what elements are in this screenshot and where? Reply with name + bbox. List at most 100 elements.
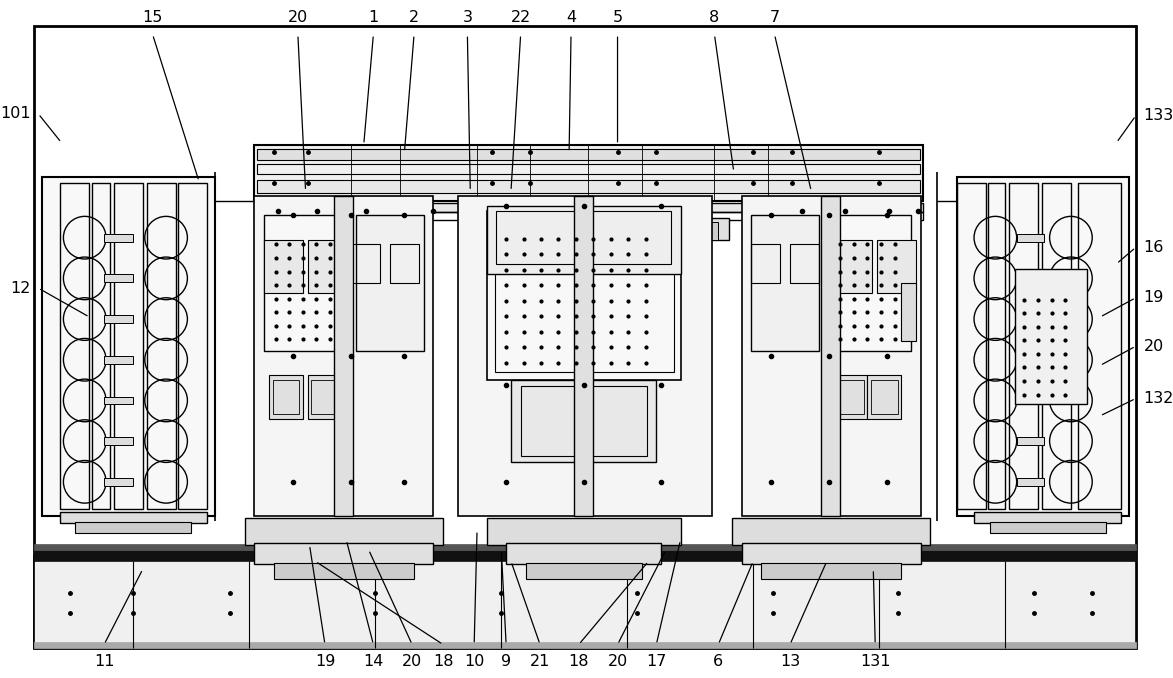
Text: 132: 132 (1144, 391, 1173, 406)
Text: 10: 10 (465, 654, 484, 669)
Text: 20: 20 (402, 654, 422, 669)
Bar (255, 196, 434, 516)
Text: 131: 131 (860, 654, 890, 669)
Bar (477, 218, 564, 239)
Text: 9: 9 (501, 654, 511, 669)
Bar (34, 550, 1135, 561)
Bar (332, 238, 350, 279)
Bar (361, 222, 374, 239)
Bar (506, 543, 662, 564)
Bar (957, 177, 1130, 516)
Bar (789, 245, 819, 283)
Bar (255, 144, 923, 201)
Text: 13: 13 (780, 654, 800, 669)
Text: 18: 18 (433, 654, 454, 669)
Bar (298, 218, 385, 239)
Bar (341, 222, 355, 239)
Bar (323, 222, 335, 239)
Bar (93, 184, 110, 509)
Bar (974, 512, 1121, 523)
Bar (42, 177, 215, 516)
Bar (34, 641, 1135, 648)
Bar (351, 245, 380, 283)
Bar (990, 521, 1106, 533)
Bar (307, 375, 341, 419)
Text: 15: 15 (142, 9, 163, 24)
Bar (521, 222, 534, 239)
Bar (333, 196, 353, 516)
Bar (104, 478, 134, 485)
Text: 14: 14 (364, 654, 384, 669)
Bar (273, 563, 414, 579)
Text: 17: 17 (646, 654, 666, 669)
Text: 7: 7 (769, 9, 780, 24)
Bar (355, 216, 423, 351)
Bar (741, 543, 921, 564)
Bar (834, 375, 868, 419)
Text: 3: 3 (462, 9, 473, 24)
Bar (1017, 478, 1044, 485)
Bar (34, 544, 1135, 550)
Bar (521, 386, 646, 456)
Bar (868, 375, 901, 419)
Bar (457, 196, 712, 516)
Bar (487, 211, 680, 380)
Bar (646, 222, 660, 239)
Bar (255, 203, 923, 212)
Bar (244, 517, 443, 544)
Bar (705, 222, 718, 239)
Bar (685, 222, 699, 239)
Text: 16: 16 (1144, 240, 1164, 255)
Bar (574, 196, 594, 516)
Text: 6: 6 (713, 654, 724, 669)
Bar (269, 375, 303, 419)
Text: 20: 20 (287, 9, 308, 24)
Bar (988, 184, 1005, 509)
Bar (1017, 234, 1044, 241)
Bar (104, 356, 134, 363)
Bar (751, 245, 780, 283)
Bar (642, 218, 728, 239)
Bar (1015, 268, 1087, 404)
Bar (834, 239, 873, 293)
Bar (257, 180, 920, 193)
Bar (666, 222, 679, 239)
Bar (821, 196, 840, 516)
Bar (761, 563, 901, 579)
Bar (872, 380, 897, 414)
Text: 20: 20 (1144, 339, 1164, 354)
Text: 8: 8 (710, 9, 719, 24)
Text: 22: 22 (510, 9, 531, 24)
Bar (147, 184, 176, 509)
Text: 21: 21 (530, 654, 550, 669)
Bar (272, 380, 299, 414)
Text: 19: 19 (1144, 290, 1164, 305)
Bar (60, 512, 206, 523)
Bar (178, 184, 206, 509)
Text: 19: 19 (314, 654, 335, 669)
Bar (264, 216, 346, 351)
Text: 12: 12 (11, 281, 30, 296)
Bar (307, 239, 346, 293)
Text: 18: 18 (569, 654, 589, 669)
Bar (957, 184, 985, 509)
Bar (829, 216, 911, 351)
Bar (303, 222, 317, 239)
Bar (511, 238, 528, 279)
Bar (114, 184, 143, 509)
Bar (257, 148, 920, 160)
Text: 4: 4 (567, 9, 576, 24)
Bar (255, 543, 434, 564)
Bar (1009, 184, 1038, 509)
Bar (496, 211, 671, 264)
Text: 20: 20 (608, 654, 628, 669)
Text: 1: 1 (368, 9, 379, 24)
Bar (104, 437, 134, 445)
Bar (732, 517, 930, 544)
Bar (1017, 275, 1044, 282)
Bar (1017, 397, 1044, 404)
Bar (389, 245, 419, 283)
Bar (482, 222, 495, 239)
Bar (1017, 437, 1044, 445)
Bar (540, 222, 554, 239)
